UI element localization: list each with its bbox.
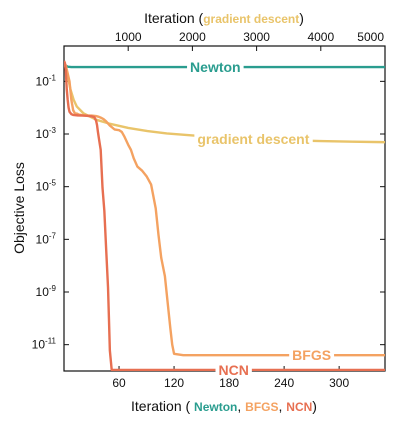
x-tick-label-top: 2000	[179, 30, 206, 44]
y-tick-label: 10-11	[32, 337, 57, 352]
bottom-axis-title-part: ,	[237, 398, 245, 414]
y-tick-label: 10-7	[36, 231, 57, 246]
ticks-layer: 10-1 10-3 10-5 10-7 10-9 10-11 60 120 180 240 300 1…	[32, 30, 386, 390]
bottom-axis-title: Iteration ( Newton, BFGS, NCN)	[131, 398, 317, 414]
plot-frame	[63, 45, 386, 372]
top-axis-title: Iteration (gradient descent)	[144, 10, 304, 26]
bottom-axis-title-prefix: Iteration (	[131, 398, 190, 414]
top-axis-title-prefix: Iteration (	[144, 10, 203, 26]
series-label-ncn: NCN	[218, 362, 248, 378]
series-label-background	[289, 347, 335, 364]
x-tick-label-top: 5000	[357, 30, 384, 44]
series-label-gradient-descent: gradient descent	[197, 131, 309, 147]
x-tick-label-bottom: 120	[164, 376, 184, 390]
bottom-axis-title-part: Newton	[194, 400, 237, 414]
top-axis-title-suffix: )	[299, 10, 304, 26]
bottom-axis-title-part: BFGS	[245, 400, 278, 414]
top-axis-title-highlight: gradient descent	[203, 12, 299, 26]
series-label-background	[194, 130, 313, 147]
series-label-bfgs: BFGS	[292, 347, 331, 363]
x-tick-label-top: 4000	[307, 30, 334, 44]
bottom-axis-title-suffix: )	[312, 398, 317, 414]
y-tick-label: 10-1	[36, 73, 57, 88]
x-tick-label-bottom: 60	[112, 376, 126, 390]
x-tick-label-bottom: 180	[219, 376, 239, 390]
bottom-axis-title-part: ,	[279, 398, 287, 414]
x-tick-label-bottom: 240	[274, 376, 294, 390]
series-label-newton: Newton	[190, 59, 241, 75]
series-layer	[64, 60, 385, 371]
x-tick-label-top: 1000	[115, 30, 142, 44]
bottom-axis-title-part: NCN	[286, 400, 312, 414]
y-tick-label: 10-3	[36, 126, 57, 141]
y-tick-label: 10-9	[36, 284, 57, 299]
series-line-bfgs	[64, 62, 385, 357]
x-tick-label-top: 3000	[243, 30, 270, 44]
y-tick-label: 10-5	[36, 179, 57, 194]
series-line-ncn	[64, 60, 385, 371]
series-label-background	[215, 361, 252, 378]
series-label-background	[187, 59, 244, 76]
y-axis-title: Objective Loss	[11, 162, 27, 254]
series-labels-layer: Newton gradient descent BFGS NCN	[187, 59, 335, 378]
x-tick-label-bottom: 300	[329, 376, 349, 390]
